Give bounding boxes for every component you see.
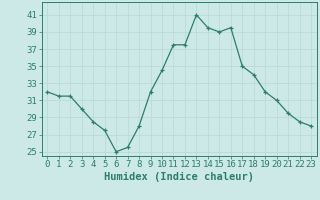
X-axis label: Humidex (Indice chaleur): Humidex (Indice chaleur) (104, 172, 254, 182)
